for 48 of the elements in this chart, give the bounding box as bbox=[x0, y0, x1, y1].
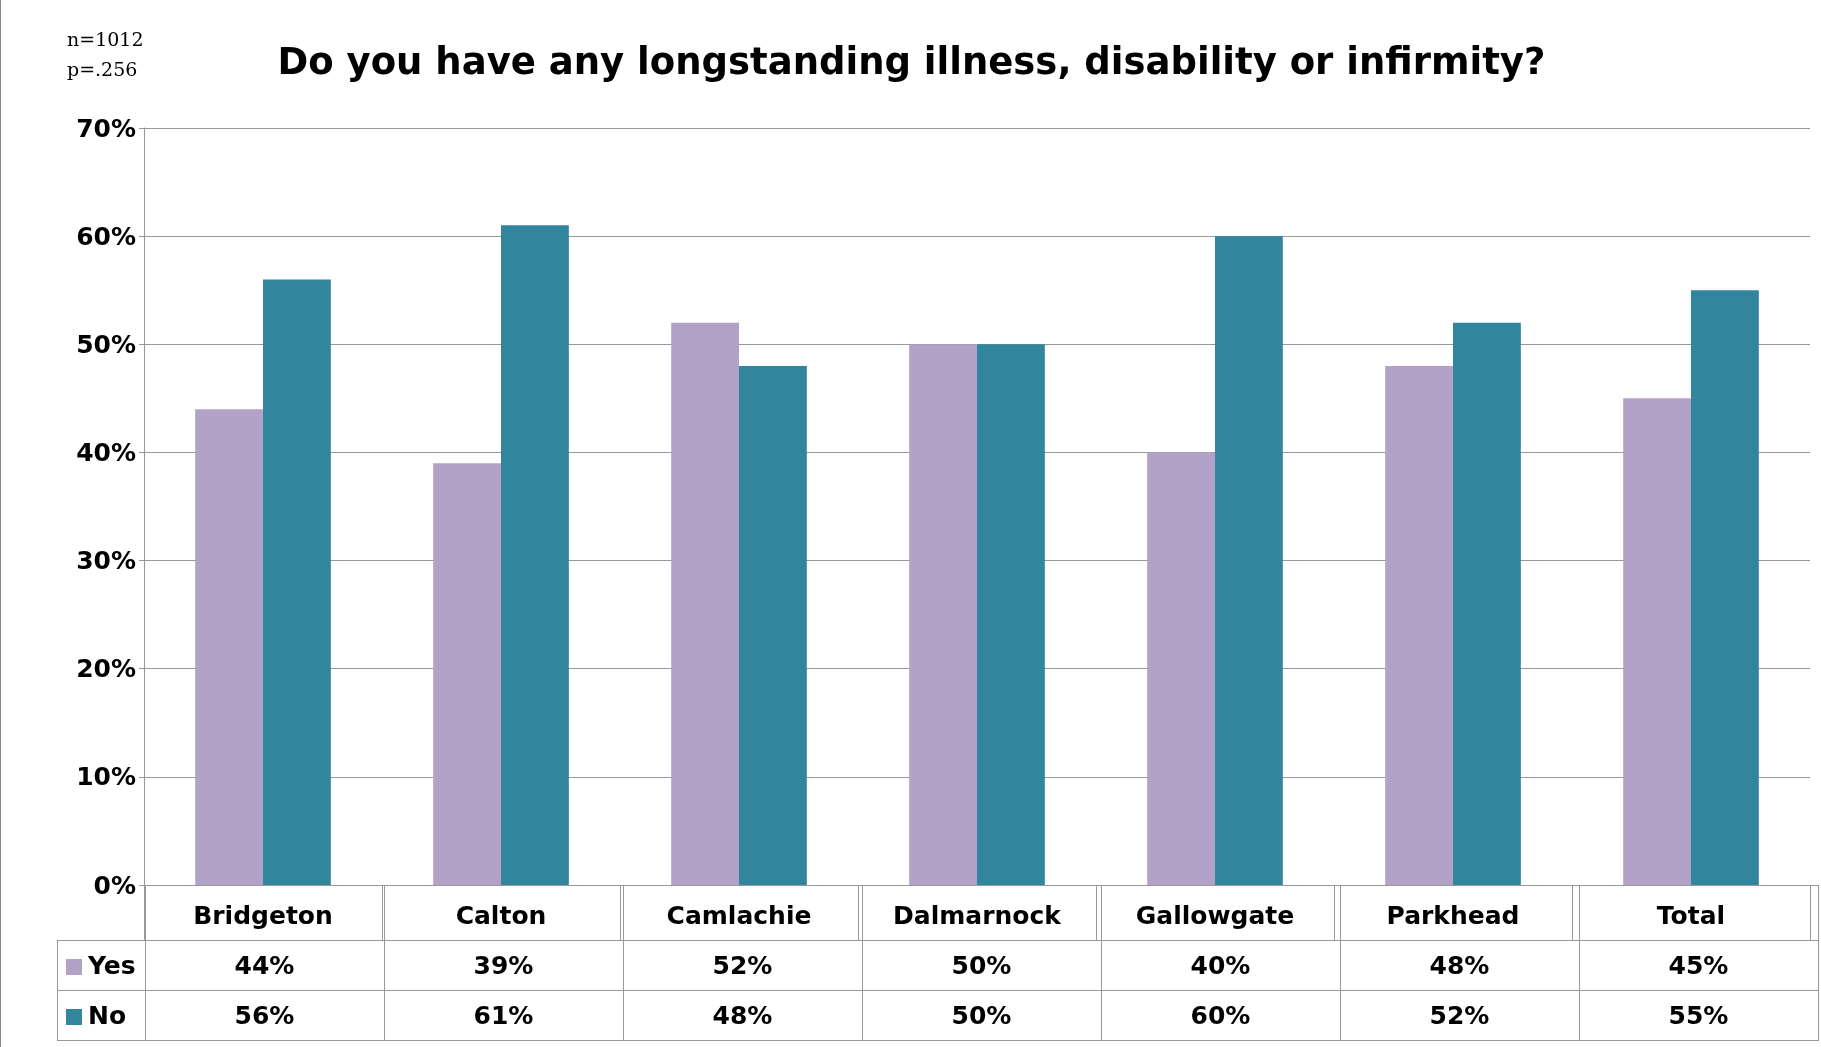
y-tick-label: 30% bbox=[76, 546, 136, 576]
bar bbox=[739, 365, 807, 885]
data-label: 48% bbox=[1340, 940, 1579, 991]
y-tick-label: 50% bbox=[76, 329, 136, 359]
data-label: 50% bbox=[862, 940, 1101, 991]
bar bbox=[909, 344, 977, 885]
chart-title: Do you have any longstanding illness, disability or infirmity? bbox=[277, 40, 1546, 83]
x-tick-label: Gallowgate bbox=[1135, 901, 1295, 930]
bar bbox=[1691, 290, 1759, 885]
data-label: 61% bbox=[384, 990, 623, 1041]
bar bbox=[1453, 322, 1521, 885]
data-label: 45% bbox=[1579, 940, 1818, 991]
y-tick-label: 60% bbox=[76, 221, 136, 251]
y-tick-label: 10% bbox=[76, 762, 136, 792]
legend-label: Yes bbox=[57, 940, 145, 991]
y-tick-label: 40% bbox=[76, 437, 136, 467]
bar bbox=[1385, 365, 1453, 885]
data-label: 56% bbox=[145, 990, 384, 1041]
data-label: 48% bbox=[623, 990, 862, 1041]
data-label: 39% bbox=[384, 940, 623, 991]
data-label: 52% bbox=[623, 940, 862, 991]
x-tick-label: Calton bbox=[455, 901, 547, 930]
y-tick-label: 20% bbox=[76, 654, 136, 684]
y-tick-label: 70% bbox=[76, 113, 136, 143]
bar bbox=[1147, 452, 1215, 885]
bar bbox=[433, 463, 501, 885]
bar bbox=[1215, 236, 1283, 885]
bar bbox=[1623, 398, 1691, 885]
text: p=.256 bbox=[67, 57, 139, 82]
bar bbox=[263, 279, 331, 885]
data-label: 44% bbox=[145, 940, 384, 991]
bar bbox=[501, 225, 569, 885]
data-label: 50% bbox=[862, 990, 1101, 1041]
x-tick-label: Parkhead bbox=[1386, 901, 1520, 930]
text: n=1012 bbox=[67, 27, 144, 52]
y-tick-label: 0% bbox=[93, 870, 136, 900]
x-tick-label: Dalmarnock bbox=[893, 901, 1063, 930]
bar bbox=[671, 322, 739, 885]
x-tick-label: Bridgeton bbox=[193, 901, 333, 930]
x-tick-label: Camlachie bbox=[666, 901, 812, 930]
bar bbox=[977, 344, 1045, 885]
data-label: 40% bbox=[1101, 940, 1340, 991]
x-tick-label: Total bbox=[1656, 901, 1726, 930]
data-label: 52% bbox=[1340, 990, 1579, 1041]
data-label: 60% bbox=[1101, 990, 1340, 1041]
legend-label: No bbox=[57, 990, 145, 1041]
data-label: 55% bbox=[1579, 990, 1818, 1041]
bar bbox=[195, 409, 263, 885]
